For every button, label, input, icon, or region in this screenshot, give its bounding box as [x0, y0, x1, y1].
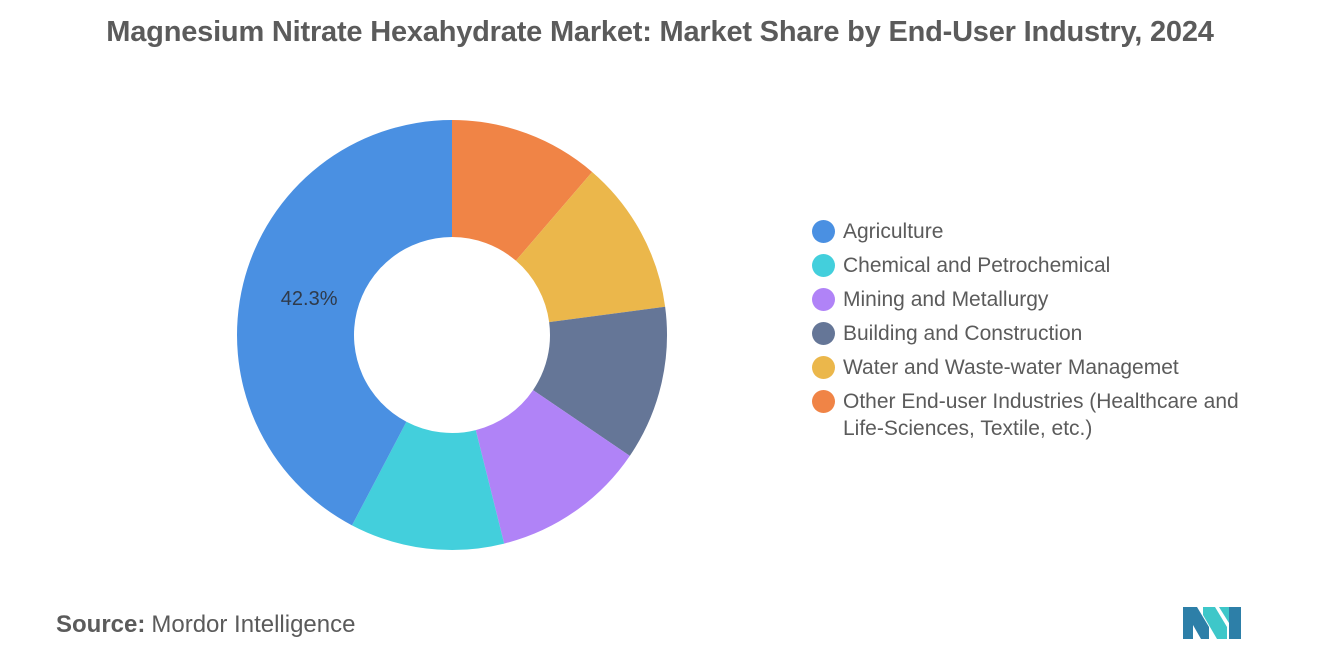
- mordor-intelligence-logo-icon: [1183, 607, 1241, 639]
- donut-slice-chemical: [351, 421, 505, 550]
- legend-item: Water and Waste-water Managemet: [812, 354, 1282, 381]
- legend-item: Other End-user Industries (Healthcare an…: [812, 388, 1282, 442]
- donut-slice-water: [515, 171, 666, 323]
- data-labels: 42.3%: [281, 288, 338, 310]
- legend-item: Building and Construction: [812, 320, 1282, 347]
- legend-swatch: [812, 288, 835, 311]
- legend-item: Chemical and Petrochemical: [812, 252, 1282, 279]
- legend-label: Water and Waste-water Managemet: [843, 356, 1179, 379]
- legend-swatch: [812, 220, 835, 243]
- donut-slices: [237, 120, 667, 550]
- legend-label: Other End-user Industries (Healthcare an…: [843, 390, 1239, 440]
- legend-label: Mining and Metallurgy: [843, 288, 1049, 311]
- donut-slice-mining: [475, 390, 630, 544]
- source-text: Mordor Intelligence: [151, 611, 356, 638]
- legend-swatch: [812, 322, 835, 345]
- legend-swatch: [812, 390, 835, 413]
- legend-label: Building and Construction: [843, 322, 1083, 345]
- legend-swatch: [812, 356, 835, 379]
- legend-item: Agriculture: [812, 218, 1282, 245]
- chart-legend: Agriculture Chemical and Petrochemical Min…: [812, 218, 1282, 449]
- source-label: Source:: [56, 611, 146, 638]
- donut-slice-agriculture: [237, 120, 452, 526]
- source-note: Source: Mordor Intelligence: [56, 611, 355, 639]
- legend-swatch: [812, 254, 835, 277]
- legend-label: Agriculture: [843, 220, 944, 243]
- legend-label: Chemical and Petrochemical: [843, 254, 1111, 277]
- legend-item: Mining and Metallurgy: [812, 286, 1282, 313]
- donut-slice-other: [452, 120, 593, 261]
- data-label-agriculture: 42.3%: [281, 288, 338, 310]
- donut-slice-building: [533, 306, 667, 456]
- chart-title: Magnesium Nitrate Hexahydrate Market: Ma…: [106, 16, 1214, 48]
